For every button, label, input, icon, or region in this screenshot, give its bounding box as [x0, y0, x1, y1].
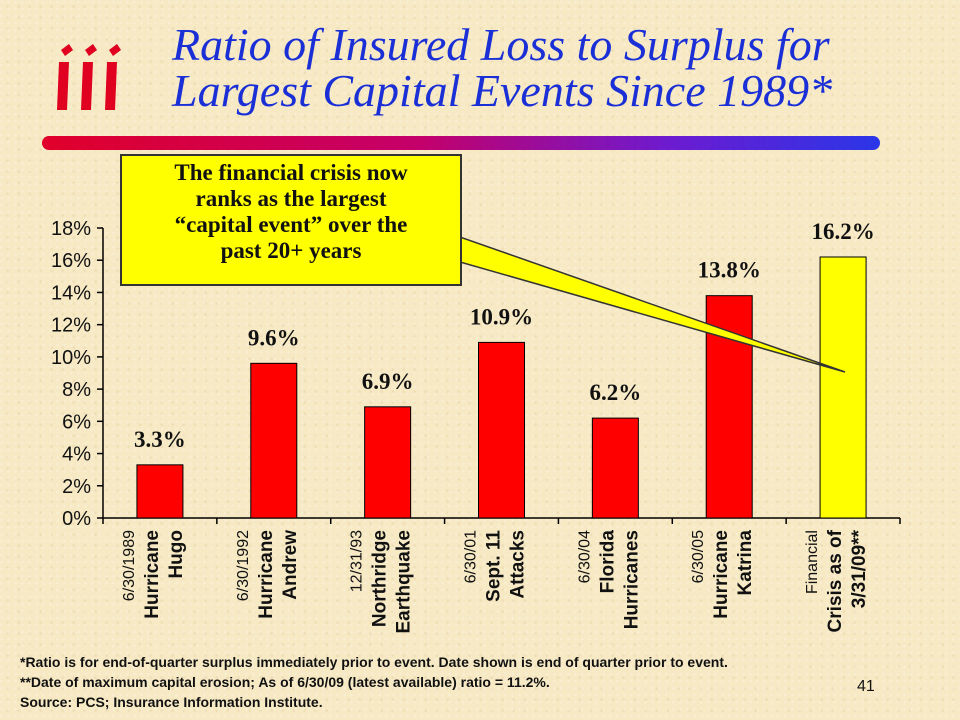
page-number: 41 — [857, 678, 875, 695]
category-label: Earthquake — [394, 530, 415, 633]
y-tick-label: 14% — [51, 282, 91, 304]
y-tick-label: 8% — [62, 379, 91, 401]
category-label: Sept. 11 — [484, 530, 505, 602]
y-tick-label: 10% — [51, 347, 91, 369]
footnote-source: Source: PCS; Insurance Information Insti… — [20, 694, 323, 710]
category-label: Hurricanes — [621, 530, 642, 629]
category-label: Florida — [597, 530, 618, 594]
page-title: Ratio of Insured Loss to Surplus for Lar… — [172, 22, 952, 114]
bar — [364, 406, 412, 519]
callout-line-4: past 20+ years — [220, 238, 362, 263]
data-label: 6.9% — [362, 369, 414, 394]
category-label: 12/31/93 — [349, 530, 366, 592]
bar — [136, 464, 184, 519]
data-label: 16.2% — [811, 219, 874, 244]
category-label: 3/31/09** — [849, 529, 870, 608]
category-label: Crisis as of — [825, 529, 846, 632]
y-tick-label: 6% — [62, 411, 91, 433]
bar — [250, 362, 298, 519]
category-label: Andrew — [280, 530, 301, 600]
iii-logo-mark — [57, 44, 121, 110]
category-label: Hugo — [166, 530, 187, 579]
category-label: 6/30/01 — [463, 530, 480, 583]
category-label: 6/30/05 — [690, 530, 707, 583]
data-label: 9.6% — [248, 325, 300, 350]
category-label: Hurricane — [142, 530, 163, 619]
bar — [819, 256, 867, 519]
category-label: 6/30/1989 — [121, 530, 138, 601]
data-label: 10.9% — [470, 304, 533, 329]
y-tick-label: 0% — [62, 508, 91, 530]
bar-chart: 0%2%4%6%8%10%12%14%16%18%3.3%6/30/1989 Hu… — [51, 218, 901, 633]
title-line-1: Ratio of Insured Loss to Surplus for — [172, 19, 830, 70]
y-tick-label: 4% — [62, 444, 91, 466]
category-label: Financial — [804, 530, 821, 594]
bar — [591, 417, 639, 519]
callout-box: The financial crisis now ranks as the la… — [120, 154, 462, 286]
iii-logo — [57, 44, 121, 110]
data-label: 3.3% — [134, 427, 186, 452]
footnotes: *Ratio is for end-of-quarter surplus imm… — [20, 652, 960, 712]
title-divider — [42, 136, 880, 150]
category-label: Attacks — [508, 530, 529, 599]
data-label: 6.2% — [589, 380, 641, 405]
title-line-2: Largest Capital Events Since 1989* — [172, 65, 833, 116]
y-tick-label: 12% — [51, 315, 91, 337]
bar — [478, 341, 525, 519]
data-label: 13.8% — [698, 258, 761, 283]
footnote-1: *Ratio is for end-of-quarter surplus imm… — [20, 654, 728, 670]
category-label: Katrina — [735, 530, 756, 596]
category-label: 6/30/1992 — [235, 530, 252, 601]
category-label: 6/30/04 — [576, 530, 593, 583]
category-label: Hurricane — [711, 530, 732, 619]
category-label: Hurricane — [256, 530, 277, 619]
y-tick-label: 16% — [51, 250, 91, 272]
footnote-2: **Date of maximum capital erosion; As of… — [20, 674, 550, 690]
y-tick-label: 2% — [62, 476, 91, 498]
category-label: Northridge — [370, 530, 391, 627]
callout-line-3: “capital event” over the — [174, 212, 408, 237]
callout-line-1: The financial crisis now — [174, 160, 408, 185]
callout-line-2: ranks as the largest — [195, 186, 387, 211]
y-tick-label: 18% — [51, 218, 91, 240]
